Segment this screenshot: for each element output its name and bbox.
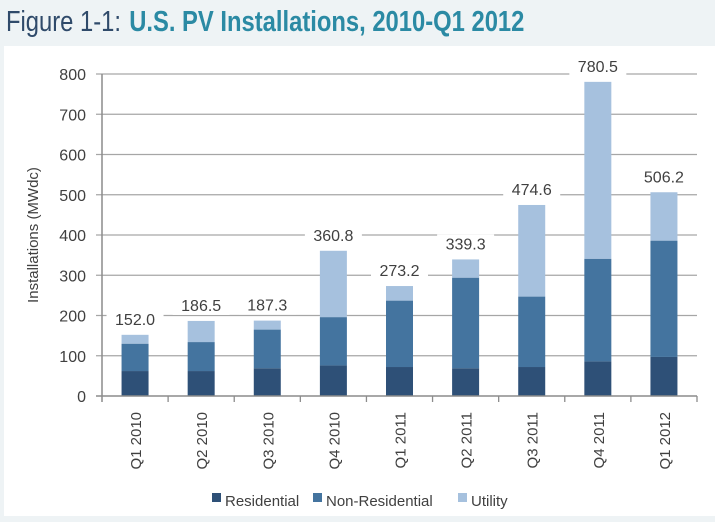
bar-segment-utility xyxy=(650,192,678,241)
legend-swatch-non-residential xyxy=(313,493,322,502)
bar-segment-non-residential xyxy=(187,342,215,372)
y-tick-label: 800 xyxy=(59,67,86,84)
bar-segment-residential xyxy=(253,368,281,396)
bar-segment-residential xyxy=(452,368,480,396)
x-tick-label: Q2 2011 xyxy=(459,412,476,468)
figure-label: Figure 1-1: xyxy=(6,6,121,38)
chart-title: U.S. PV Installations, 2010-Q1 2012 xyxy=(129,6,525,38)
total-label-bg xyxy=(635,167,693,187)
legend-label: Residential xyxy=(225,493,299,510)
total-labels: 152.0 186.5 187.3 360.8 273.2 339.3 474.6 780.5… xyxy=(106,56,693,329)
bar-segment-residential xyxy=(319,365,347,396)
bar-segment-utility xyxy=(187,320,215,343)
bar-segment-residential xyxy=(121,371,149,396)
y-tick-label: 600 xyxy=(59,148,86,165)
bar-segment-utility xyxy=(518,204,546,297)
total-label: 780.5 xyxy=(578,59,618,76)
bar-segment-utility xyxy=(386,286,413,301)
total-label: 152.0 xyxy=(115,312,155,329)
total-label: 360.8 xyxy=(313,228,353,245)
x-tick-label: Q3 2011 xyxy=(525,412,542,468)
bar-segment-non-residential xyxy=(452,277,480,369)
x-tick-label: Q4 2011 xyxy=(591,412,608,468)
bar-segment-non-residential xyxy=(319,317,347,366)
bar-segment-non-residential xyxy=(584,258,612,362)
bars xyxy=(121,81,678,396)
legend-label: Non-Residential xyxy=(326,493,433,510)
total-label: 506.2 xyxy=(644,169,684,186)
total-label-bg xyxy=(106,309,164,329)
x-tick-label: Q1 2011 xyxy=(393,412,410,468)
bar-segment-non-residential xyxy=(386,300,413,368)
total-label: 273.2 xyxy=(379,263,419,280)
legend-swatch-utility xyxy=(458,493,467,502)
x-tick-label: Q3 2010 xyxy=(260,412,277,470)
total-label-bg xyxy=(437,234,495,254)
legend-label: Utility xyxy=(471,493,508,510)
bar-segment-non-residential xyxy=(518,296,546,368)
bar-segment-non-residential xyxy=(121,343,149,372)
bar-segment-residential xyxy=(187,371,215,396)
bar-segment-utility xyxy=(253,320,281,330)
bar-segment-residential xyxy=(518,367,546,396)
total-label: 187.3 xyxy=(247,298,287,315)
total-label-bg xyxy=(503,179,561,199)
x-tick-label: Q1 2010 xyxy=(128,412,145,470)
bar-segment-non-residential xyxy=(253,329,281,369)
bar-segment-utility xyxy=(584,81,612,259)
y-tick-label: 300 xyxy=(59,268,86,285)
x-axis-ticks: Q1 2010 Q2 2010 Q3 2010 Q4 2010 Q1 2011 Q2 20… xyxy=(128,396,698,470)
total-label-bg xyxy=(238,295,296,315)
x-tick-label: Q1 2012 xyxy=(657,412,674,470)
y-tick-label: 100 xyxy=(59,349,86,366)
total-label-bg xyxy=(371,261,428,281)
legend-swatch-residential xyxy=(212,493,221,502)
y-axis-ticks: 0 100 200 300 400 500 600 700 800 xyxy=(59,67,86,406)
bar-segment-residential xyxy=(386,367,413,396)
total-label: 474.6 xyxy=(512,182,552,199)
bar-segment-utility xyxy=(121,334,149,344)
total-label-bg xyxy=(304,225,362,245)
bar-segment-utility xyxy=(319,250,347,318)
x-tick-label: Q2 2010 xyxy=(194,412,211,470)
y-tick-label: 700 xyxy=(59,107,86,124)
figure-title: Figure 1-1: U.S. PV Installations, 2010-Q… xyxy=(6,2,524,42)
bar-segment-utility xyxy=(452,259,480,278)
x-tick-label: Q4 2010 xyxy=(326,412,343,470)
bar-segment-residential xyxy=(584,361,612,396)
y-tick-label: 400 xyxy=(59,228,86,245)
y-tick-label: 500 xyxy=(59,188,86,205)
total-label: 339.3 xyxy=(446,236,486,253)
y-axis-label: Installations (MWdc) xyxy=(25,167,42,303)
axes xyxy=(96,74,697,402)
total-label-bg xyxy=(172,295,230,315)
total-label-bg xyxy=(569,56,627,76)
bar-segment-residential xyxy=(650,356,678,396)
y-tick-label: 200 xyxy=(59,309,86,326)
total-label: 186.5 xyxy=(181,298,221,315)
y-tick-label: 0 xyxy=(77,389,86,406)
bar-segment-non-residential xyxy=(650,240,678,357)
legend: Residential Non-Residential Utility xyxy=(212,493,508,510)
